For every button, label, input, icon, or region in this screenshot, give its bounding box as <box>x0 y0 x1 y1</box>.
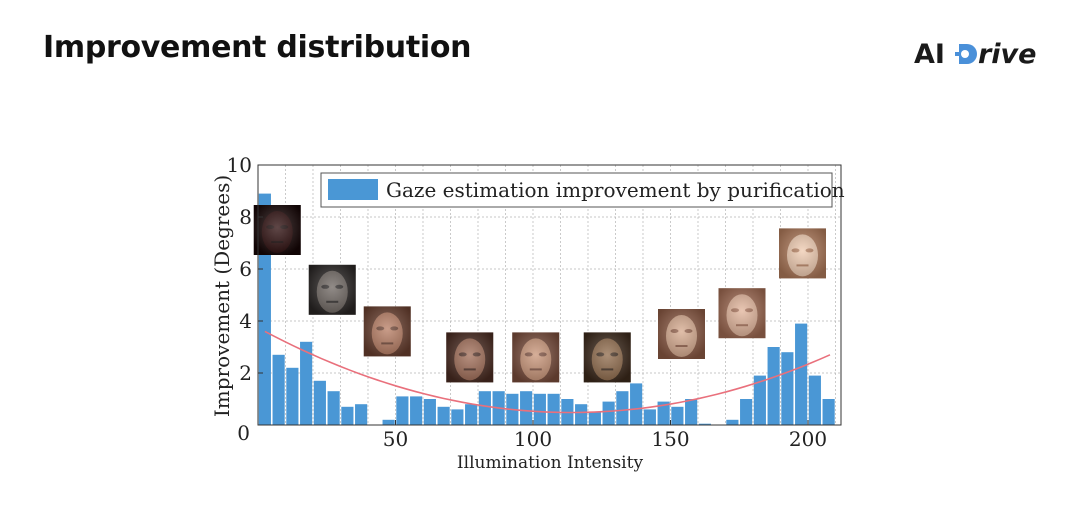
y-axis-label: Improvement (Degrees) <box>210 175 234 417</box>
histogram-bar <box>547 393 560 425</box>
face-image-bright <box>779 228 826 279</box>
histogram-bar <box>478 391 491 425</box>
x-tick-label: 150 <box>651 427 689 451</box>
histogram-bar <box>781 352 794 425</box>
histogram-bar <box>327 391 340 425</box>
gear-icon <box>954 44 977 64</box>
x-tick-label: 100 <box>514 427 552 451</box>
histogram-bar <box>753 375 766 425</box>
face-shading <box>512 332 560 383</box>
histogram-bar <box>822 399 835 425</box>
x-tick-label: 50 <box>383 427 408 451</box>
histogram-bar <box>795 323 808 425</box>
y-tick-label: 10 <box>227 153 252 177</box>
face-shading <box>308 264 356 315</box>
legend: Gaze estimation improvement by purificat… <box>320 172 845 208</box>
histogram-bar <box>588 412 601 425</box>
y-tick-label: 4 <box>239 309 252 333</box>
histogram-bar <box>630 383 643 425</box>
histogram-bar <box>657 401 670 425</box>
face-image-dark <box>308 264 356 315</box>
face-shading <box>363 306 411 357</box>
histogram-bar <box>643 409 656 425</box>
histogram-bar <box>300 341 313 425</box>
histogram-bar <box>575 404 588 425</box>
face-shading <box>718 288 766 339</box>
histogram-bar <box>355 404 368 425</box>
face-image-woman-2 <box>718 288 766 339</box>
histogram-bar <box>341 406 354 425</box>
histogram-bar <box>396 396 409 425</box>
x-tick-label: 200 <box>789 427 827 451</box>
face-shading <box>253 205 301 255</box>
face-shading <box>658 309 705 359</box>
face-shading <box>779 228 826 279</box>
logo-ai-text: AI <box>914 38 945 70</box>
face-image-woman <box>512 332 560 383</box>
histogram-bar <box>767 347 780 425</box>
face-image-glasses <box>363 306 411 357</box>
y-tick-label: 6 <box>239 257 252 281</box>
x-axis-label: Illumination Intensity <box>457 453 644 473</box>
histogram-bar <box>808 375 821 425</box>
histogram-bar <box>740 399 753 425</box>
histogram-bar <box>671 406 684 425</box>
histogram-bar <box>286 367 299 425</box>
face-image-very-dark <box>253 205 301 255</box>
histogram-bar <box>685 399 698 425</box>
slide-title: Improvement distribution <box>43 30 472 65</box>
face-image-man-goatee <box>583 332 631 383</box>
face-annotations <box>253 205 826 383</box>
legend-label: Gaze estimation improvement by purificat… <box>386 178 845 202</box>
plot-frame <box>257 164 842 426</box>
legend-swatch <box>328 179 378 200</box>
histogram-bar <box>410 396 423 425</box>
legend-box <box>320 172 833 208</box>
face-shading <box>583 332 631 383</box>
y-tick-label: 8 <box>239 205 252 229</box>
trend-curve <box>264 330 831 414</box>
face-image-bearded-man <box>446 332 494 383</box>
histogram-bar <box>726 419 739 425</box>
histogram-bar <box>520 391 533 425</box>
histogram-bar <box>602 401 615 425</box>
histogram-bar <box>451 409 464 425</box>
origin-tick-label: 0 <box>237 421 250 445</box>
histogram-bar <box>533 393 546 425</box>
logo-rive-text: rive <box>977 38 1037 70</box>
face-shading <box>446 332 494 383</box>
histogram-bar <box>382 419 395 425</box>
histogram-bar <box>465 404 478 425</box>
histogram-bar <box>313 380 326 425</box>
ai-drive-logo: AI rive <box>914 36 1036 72</box>
face-image-glasses-2 <box>658 309 705 359</box>
histogram-bar <box>698 423 711 425</box>
histogram-bar <box>437 406 450 425</box>
histogram-bar <box>423 399 436 425</box>
histogram-bar <box>272 354 285 425</box>
histogram-bar <box>616 391 629 425</box>
y-tick-label: 2 <box>239 361 252 385</box>
